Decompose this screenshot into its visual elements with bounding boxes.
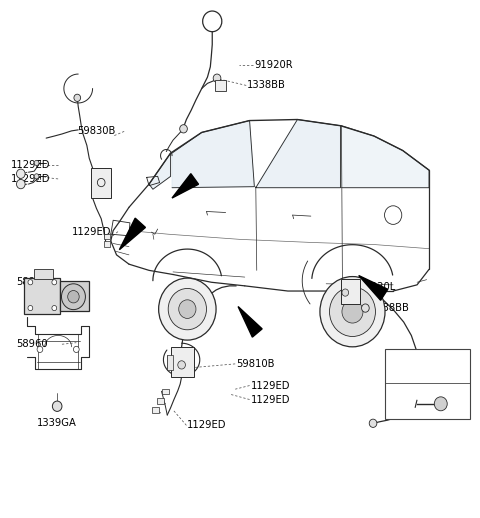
Polygon shape bbox=[359, 276, 388, 300]
Polygon shape bbox=[172, 174, 199, 198]
Polygon shape bbox=[120, 218, 145, 250]
Circle shape bbox=[34, 174, 39, 179]
Bar bbox=[91, 168, 111, 198]
Bar bbox=[104, 241, 110, 247]
Text: 59830B: 59830B bbox=[77, 126, 116, 136]
Bar bbox=[157, 398, 164, 404]
Polygon shape bbox=[256, 120, 340, 188]
Circle shape bbox=[369, 419, 377, 427]
Text: 58960: 58960 bbox=[16, 339, 48, 349]
Bar bbox=[384, 350, 470, 419]
Circle shape bbox=[74, 94, 81, 102]
Polygon shape bbox=[149, 153, 170, 189]
Circle shape bbox=[342, 300, 363, 323]
Text: 91920L: 91920L bbox=[359, 282, 396, 293]
Bar bbox=[152, 407, 159, 413]
Text: 1129ED: 1129ED bbox=[187, 420, 227, 430]
Polygon shape bbox=[238, 307, 262, 337]
Circle shape bbox=[34, 161, 39, 165]
Circle shape bbox=[329, 287, 375, 337]
Circle shape bbox=[61, 284, 85, 310]
Circle shape bbox=[158, 278, 216, 340]
Circle shape bbox=[16, 179, 25, 189]
Circle shape bbox=[180, 125, 187, 133]
Bar bbox=[170, 347, 193, 377]
Text: 58910B: 58910B bbox=[16, 277, 55, 287]
Polygon shape bbox=[172, 121, 254, 188]
Text: 1129ED: 1129ED bbox=[11, 174, 51, 184]
Circle shape bbox=[434, 397, 447, 411]
Text: 1129ED: 1129ED bbox=[251, 395, 290, 405]
Circle shape bbox=[28, 280, 33, 285]
Circle shape bbox=[52, 306, 57, 311]
Text: 59810B: 59810B bbox=[236, 359, 275, 369]
Text: 1125DA: 1125DA bbox=[392, 376, 436, 385]
Circle shape bbox=[320, 277, 385, 347]
Text: 1338BB: 1338BB bbox=[371, 303, 410, 313]
Text: 1338BB: 1338BB bbox=[247, 80, 286, 91]
Circle shape bbox=[168, 289, 206, 330]
Bar bbox=[215, 80, 226, 91]
Bar bbox=[60, 281, 89, 311]
Circle shape bbox=[213, 74, 221, 82]
Circle shape bbox=[179, 300, 196, 319]
Circle shape bbox=[37, 347, 43, 353]
Circle shape bbox=[68, 291, 79, 303]
Text: 1129ED: 1129ED bbox=[72, 226, 111, 237]
Bar bbox=[161, 388, 168, 394]
Circle shape bbox=[52, 401, 62, 411]
Bar bbox=[24, 278, 60, 314]
Bar bbox=[34, 269, 53, 279]
Polygon shape bbox=[341, 126, 429, 188]
Text: 1129ED: 1129ED bbox=[11, 160, 51, 170]
Bar bbox=[341, 279, 360, 305]
Text: 91920R: 91920R bbox=[254, 60, 293, 70]
Circle shape bbox=[342, 289, 348, 296]
Circle shape bbox=[361, 304, 369, 312]
Bar bbox=[104, 234, 110, 239]
Circle shape bbox=[28, 306, 33, 311]
Bar bbox=[167, 355, 173, 370]
Text: 1339GA: 1339GA bbox=[37, 418, 77, 428]
Circle shape bbox=[73, 347, 79, 353]
Circle shape bbox=[178, 361, 185, 369]
Circle shape bbox=[16, 169, 25, 178]
Circle shape bbox=[52, 280, 57, 285]
Text: 1129ED: 1129ED bbox=[251, 381, 290, 391]
